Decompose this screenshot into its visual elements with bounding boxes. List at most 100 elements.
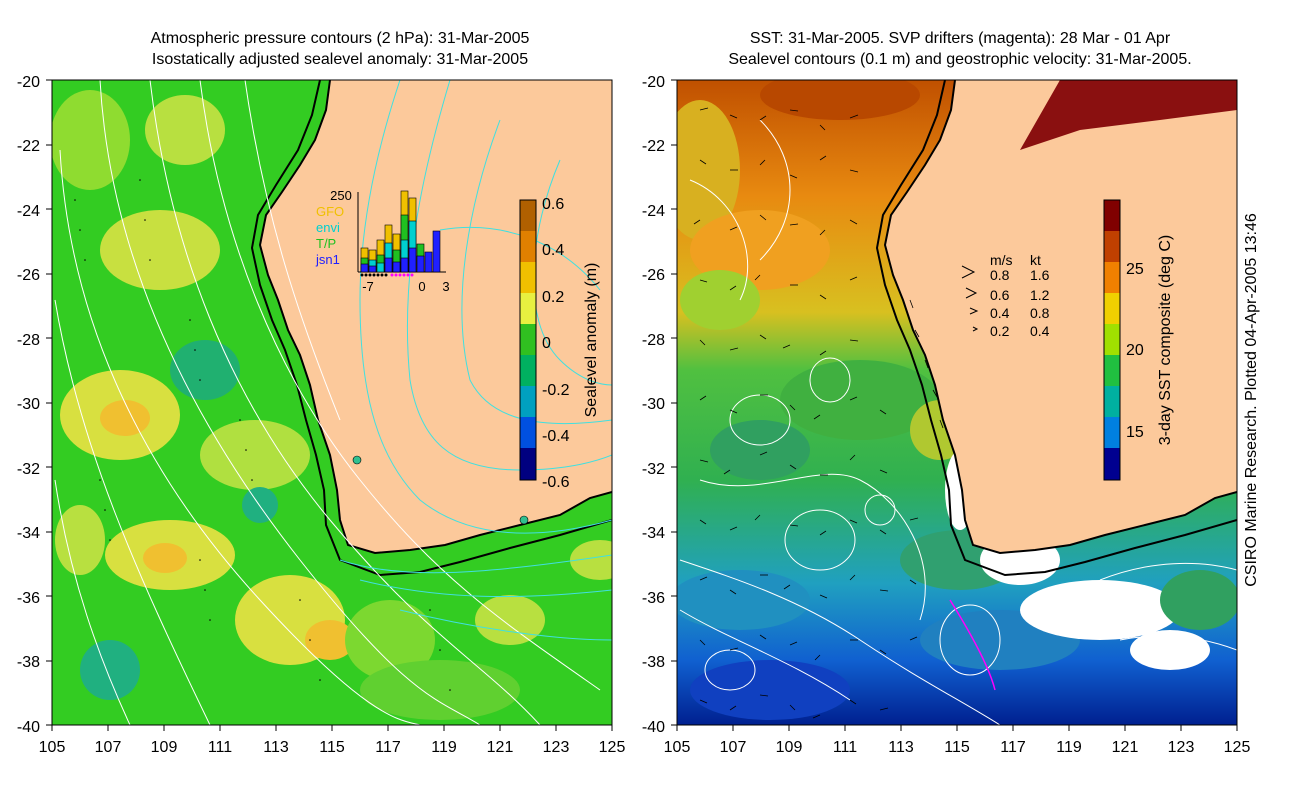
colorbar-swatch: [520, 231, 536, 262]
right-title-line1: SST: 31-Mar-2005. SVP drifters (magenta)…: [749, 30, 1171, 47]
velocity-ms-value: 0.6: [990, 287, 1010, 303]
left-title-line1: Atmospheric pressure contours (2 hPa): 3…: [150, 30, 530, 47]
right-x-tick: 107: [720, 739, 747, 756]
right-x-tick: 117: [1000, 739, 1026, 756]
right-x-tick: 119: [1056, 739, 1082, 756]
velocity-kt-value: 1.6: [1030, 267, 1050, 283]
velocity-kt-value: 1.2: [1030, 287, 1050, 303]
colorbar-swatch: [1104, 262, 1120, 293]
colorbar-swatch: [1104, 417, 1120, 448]
inset-day-markers-black: [360, 273, 388, 277]
sealevel-colorbar: 0.6 0.4 0.2 0 -0.2 -0.4 -0.6 Sealevel an…: [519, 196, 600, 491]
colorbar-tick: 20: [1126, 342, 1144, 359]
right-y-tick: -30: [642, 396, 665, 413]
arrow-06-icon: [965, 287, 978, 299]
tide-gauge-marker: [352, 455, 362, 465]
velocity-kt-value: 0.4: [1030, 323, 1050, 339]
credit-text: CSIRO Marine Research. Plotted 04-Apr-20…: [1243, 213, 1260, 587]
colorbar-swatch: [520, 324, 536, 355]
arrow-02-icon: [972, 326, 979, 332]
left-y-tick: -34: [17, 525, 40, 542]
left-y-tick: -24: [17, 203, 40, 220]
colorbar-swatch: [1104, 448, 1120, 480]
left-x-tick: 111: [208, 739, 232, 756]
inset-legend-jsn1: jsn1: [315, 252, 340, 267]
right-x-axis: 105 107 109 111 113 115 117 119 121 123 …: [664, 739, 1251, 756]
shelf-edge-right: [875, 80, 1237, 577]
right-y-tick: -40: [642, 719, 665, 736]
right-map-title: SST: 31-Mar-2005. SVP drifters (magenta)…: [650, 28, 1270, 70]
right-x-tick: 113: [888, 739, 914, 756]
right-y-tick: -26: [642, 267, 665, 284]
pressure-contours: [54, 80, 601, 725]
right-tick-marks: [671, 79, 1238, 731]
colorbar-swatch: [520, 448, 536, 480]
left-map-panel: [52, 80, 612, 725]
left-x-tick: 117: [375, 739, 401, 756]
colorbar-swatch: [520, 355, 536, 386]
left-y-tick: -38: [17, 654, 40, 671]
inset-legend-tp: T/P: [316, 236, 336, 251]
right-map-panel: [677, 80, 1237, 725]
coastline-right: [883, 80, 1237, 555]
colorbar-swatch: [1104, 386, 1120, 417]
altimeter-inset: 250 GFO envi T/P jsn1 -7 0 3: [315, 188, 450, 294]
colorbar-swatch: [1104, 355, 1120, 386]
svp-drifter-track: [949, 599, 996, 691]
inset-x-tick: 0: [418, 279, 425, 294]
left-y-tick: -32: [17, 461, 40, 478]
right-x-tick: 111: [833, 739, 857, 756]
colorbar-tick: 0.2: [542, 289, 564, 306]
right-y-axis: -20 -22 -24 -26 -28 -30 -32 -34 -36 -38 …: [642, 74, 665, 736]
colorbar-swatch: [1104, 200, 1120, 231]
velocity-ms-value: 0.4: [990, 305, 1010, 321]
right-x-tick: 123: [1168, 739, 1195, 756]
right-x-tick: 109: [776, 739, 803, 756]
left-x-tick: 119: [431, 739, 457, 756]
right-y-tick: -36: [642, 590, 665, 607]
colorbar-tick: 0.4: [542, 242, 564, 259]
left-x-tick: 121: [487, 739, 514, 756]
geostrophic-velocity-arrows: [693, 107, 944, 719]
sealevel-contours: [679, 119, 1237, 725]
left-x-tick: 123: [543, 739, 570, 756]
right-x-tick: 121: [1112, 739, 1139, 756]
colorbar-swatch: [520, 200, 536, 231]
tide-gauge-marker: [519, 515, 529, 525]
colorbar-tick: 25: [1126, 261, 1144, 278]
colorbar-swatch: [1104, 231, 1120, 262]
right-x-tick: 125: [1224, 739, 1251, 756]
velocity-kt-value: 0.8: [1030, 305, 1050, 321]
colorbar-tick: 0: [542, 335, 551, 352]
right-title-line2: Sealevel contours (0.1 m) and geostrophi…: [728, 51, 1192, 68]
left-x-tick: 105: [39, 739, 66, 756]
velocity-header-ms: m/s: [990, 252, 1013, 268]
right-x-tick: 115: [944, 739, 970, 756]
right-y-tick: -38: [642, 654, 665, 671]
left-map-title: Atmospheric pressure contours (2 hPa): 3…: [60, 28, 620, 70]
colorbar-tick: 15: [1126, 424, 1144, 441]
inset-x-tick: 3: [442, 279, 449, 294]
inset-y-max: 250: [330, 188, 352, 203]
coastline-left: [258, 80, 612, 555]
colorbar-tick: -0.4: [542, 428, 570, 445]
right-y-tick: -34: [642, 525, 665, 542]
colorbar-swatch: [520, 386, 536, 417]
left-y-tick: -36: [17, 590, 40, 607]
arrow-04-icon: [969, 307, 979, 315]
velocity-legend-arrows: [961, 265, 979, 332]
arrow-08-icon: [961, 265, 976, 279]
right-x-tick: 105: [664, 739, 691, 756]
colorbar-label: Sealevel anomaly (m): [583, 263, 600, 418]
left-x-tick: 107: [95, 739, 122, 756]
left-y-tick: -30: [17, 396, 40, 413]
left-title-line2: Isostatically adjusted sealevel anomaly:…: [151, 51, 529, 68]
inset-day-markers: [390, 273, 414, 277]
left-y-tick: -22: [17, 138, 40, 155]
right-y-tick: -28: [642, 332, 665, 349]
left-x-tick: 115: [319, 739, 345, 756]
inset-legend-envi: envi: [316, 220, 340, 235]
colorbar-swatch: [520, 262, 536, 293]
inset-legend-gfo: GFO: [316, 204, 344, 219]
